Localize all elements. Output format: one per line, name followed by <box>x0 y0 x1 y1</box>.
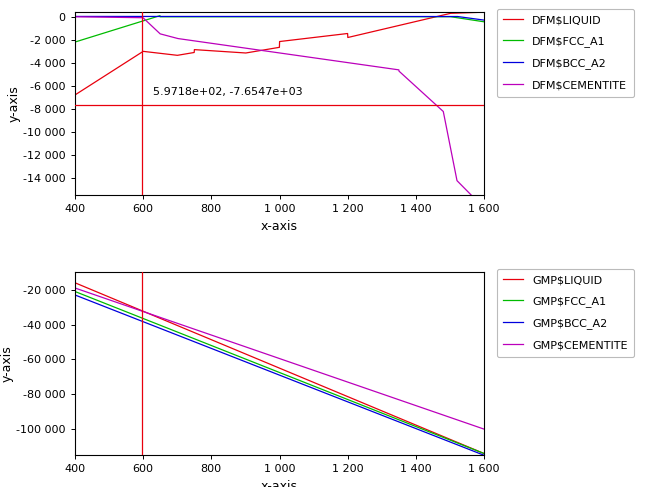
GMP$BCC_A2 <box>480 452 488 458</box>
DFM$FCC_A1 <box>270 14 278 19</box>
Line: DFM$FCC_A1: DFM$FCC_A1 <box>75 16 484 42</box>
DFM$LIQUID <box>480 9 488 15</box>
GMP$LIQUID <box>393 414 401 420</box>
GMP$CEMENTITE <box>259 350 267 356</box>
DFM$LIQUID <box>469 10 476 16</box>
GMP$FCC_A1 <box>270 367 278 373</box>
GMP$FCC_A1 <box>393 416 401 422</box>
DFM$BCC_A2 <box>468 16 476 21</box>
GMP$LIQUID <box>270 363 278 369</box>
DFM$CEMENTITE <box>468 193 476 199</box>
DFM$LIQUID <box>393 23 401 29</box>
GMP$FCC_A1 <box>92 297 99 302</box>
DFM$LIQUID <box>270 45 278 51</box>
DFM$FCC_A1 <box>469 17 476 23</box>
GMP$CEMENTITE <box>393 396 401 402</box>
DFM$BCC_A2 <box>259 14 267 19</box>
DFM$LIQUID <box>259 47 267 53</box>
Y-axis label: y-axis: y-axis <box>7 85 20 122</box>
DFM$BCC_A2 <box>71 14 79 19</box>
GMP$BCC_A2 <box>259 366 267 372</box>
GMP$LIQUID <box>92 288 99 294</box>
GMP$CEMENTITE <box>92 292 99 298</box>
DFM$FCC_A1 <box>480 19 488 25</box>
DFM$FCC_A1 <box>469 17 476 23</box>
Line: DFM$CEMENTITE: DFM$CEMENTITE <box>75 17 484 208</box>
DFM$CEMENTITE <box>393 67 401 73</box>
DFM$FCC_A1 <box>156 13 164 19</box>
DFM$BCC_A2 <box>469 16 476 21</box>
GMP$LIQUID <box>480 450 488 456</box>
Line: GMP$LIQUID: GMP$LIQUID <box>75 282 484 453</box>
DFM$BCC_A2 <box>92 14 99 19</box>
GMP$LIQUID <box>468 446 476 451</box>
Text: 5.9718e+02, -7.6547e+03: 5.9718e+02, -7.6547e+03 <box>153 87 303 97</box>
DFM$LIQUID <box>92 79 99 85</box>
GMP$LIQUID <box>469 446 476 451</box>
DFM$BCC_A2 <box>480 17 488 23</box>
GMP$CEMENTITE <box>270 354 278 359</box>
DFM$BCC_A2 <box>393 14 401 19</box>
GMP$FCC_A1 <box>480 450 488 456</box>
DFM$FCC_A1 <box>259 14 267 19</box>
Line: GMP$FCC_A1: GMP$FCC_A1 <box>75 291 484 453</box>
GMP$BCC_A2 <box>71 292 79 298</box>
GMP$LIQUID <box>259 358 267 364</box>
DFM$LIQUID <box>468 10 476 16</box>
Legend: DFM$LIQUID, DFM$FCC_A1, DFM$BCC_A2, DFM$CEMENTITE: DFM$LIQUID, DFM$FCC_A1, DFM$BCC_A2, DFM$… <box>497 8 634 97</box>
GMP$FCC_A1 <box>469 446 476 452</box>
DFM$FCC_A1 <box>92 33 99 38</box>
GMP$CEMENTITE <box>468 422 476 428</box>
X-axis label: x-axis: x-axis <box>261 220 298 233</box>
GMP$FCC_A1 <box>259 363 267 369</box>
GMP$CEMENTITE <box>469 422 476 428</box>
GMP$FCC_A1 <box>71 288 79 294</box>
GMP$CEMENTITE <box>71 285 79 291</box>
Line: DFM$LIQUID: DFM$LIQUID <box>75 12 484 95</box>
DFM$CEMENTITE <box>259 48 267 54</box>
Legend: GMP$LIQUID, GMP$FCC_A1, GMP$BCC_A2, GMP$CEMENTITE: GMP$LIQUID, GMP$FCC_A1, GMP$BCC_A2, GMP$… <box>497 268 634 357</box>
Line: DFM$BCC_A2: DFM$BCC_A2 <box>75 17 484 20</box>
Y-axis label: y-axis: y-axis <box>1 345 14 382</box>
GMP$BCC_A2 <box>469 448 476 453</box>
GMP$BCC_A2 <box>270 370 278 376</box>
GMP$CEMENTITE <box>480 426 488 432</box>
DFM$FCC_A1 <box>393 14 401 19</box>
GMP$BCC_A2 <box>393 418 401 424</box>
DFM$CEMENTITE <box>92 14 99 20</box>
DFM$BCC_A2 <box>270 14 278 19</box>
DFM$CEMENTITE <box>469 193 476 199</box>
Line: GMP$CEMENTITE: GMP$CEMENTITE <box>75 288 484 429</box>
Line: GMP$BCC_A2: GMP$BCC_A2 <box>75 295 484 455</box>
GMP$LIQUID <box>71 280 79 285</box>
DFM$CEMENTITE <box>71 14 79 19</box>
X-axis label: x-axis: x-axis <box>261 480 298 487</box>
GMP$BCC_A2 <box>468 448 476 453</box>
GMP$BCC_A2 <box>92 300 99 306</box>
DFM$LIQUID <box>71 92 79 98</box>
GMP$FCC_A1 <box>468 446 476 452</box>
DFM$CEMENTITE <box>270 49 278 55</box>
DFM$CEMENTITE <box>480 206 488 211</box>
DFM$FCC_A1 <box>71 39 79 45</box>
